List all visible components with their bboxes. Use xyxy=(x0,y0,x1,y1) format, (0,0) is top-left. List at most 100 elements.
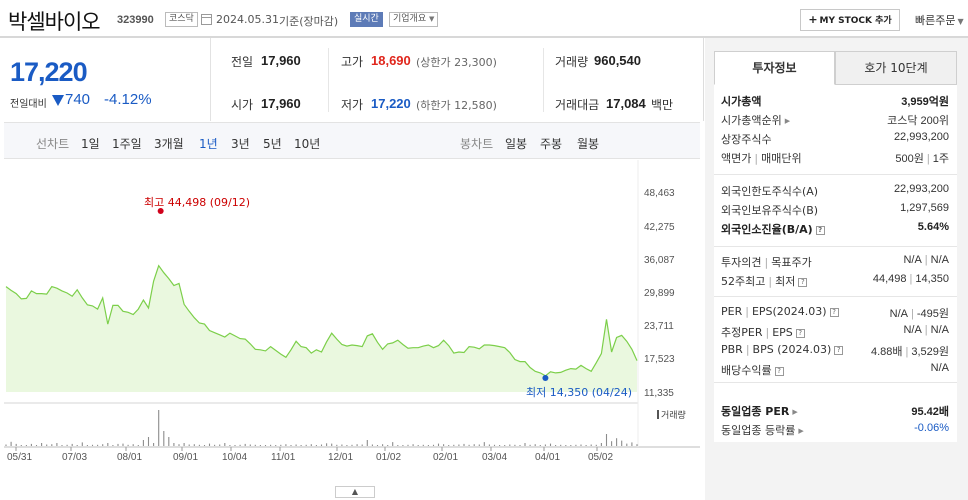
market-cap-value: 3,959억원 xyxy=(901,96,949,108)
low-annotation: 최저 14,350 (04/24) xyxy=(526,386,633,399)
low-label: 저가 xyxy=(341,98,364,112)
divider xyxy=(543,48,544,112)
week52-label: 52주최고 | 최저? xyxy=(721,273,808,289)
info-icon[interactable]: ? xyxy=(834,346,844,355)
collapse-chart-button[interactable]: ▲ xyxy=(335,486,375,498)
price-chart-svg xyxy=(4,160,700,451)
period-1y[interactable]: 1년 xyxy=(199,137,218,151)
period-3m[interactable]: 3개월 xyxy=(154,137,184,151)
x-tick: 12/01 xyxy=(328,452,354,463)
market-badge: 코스닥 xyxy=(165,12,198,27)
listed-shares-value: 22,993,200 xyxy=(893,131,949,143)
market-cap-rank-label: 시가총액순위 ▶ xyxy=(721,114,791,127)
face-value-value: 500원 | 1주 xyxy=(895,153,949,165)
high-value: 18,690 xyxy=(371,53,411,68)
period-3y[interactable]: 3년 xyxy=(231,137,250,151)
x-tick: 02/01 xyxy=(433,452,459,463)
company-name: 박셀바이오 xyxy=(8,10,101,34)
candle-weekly[interactable]: 주봉 xyxy=(540,137,563,151)
company-overview-dropdown[interactable]: 기업개요 ▼ xyxy=(389,12,439,27)
x-tick: 08/01 xyxy=(117,452,143,463)
volume-label: 거래량 xyxy=(555,55,589,69)
plus-icon: + xyxy=(808,13,818,26)
dividend-label: 배당수익률? xyxy=(721,362,784,378)
open-value: 17,960 xyxy=(261,96,301,111)
chevron-down-icon: ▼ xyxy=(957,17,964,26)
x-tick: 03/04 xyxy=(482,452,508,463)
period-5y[interactable]: 5년 xyxy=(263,137,282,151)
prev-close-value: 17,960 xyxy=(261,53,301,68)
x-tick: 05/02 xyxy=(588,452,614,463)
x-tick: 09/01 xyxy=(173,452,199,463)
per-eps-label: PER | EPS(2024.03)? xyxy=(721,305,839,318)
sector-change-label[interactable]: 동일업종 등락률 ▶ xyxy=(721,424,804,437)
upper-limit: (상한가 23,300) xyxy=(416,56,497,69)
opinion-value: N/A | N/A xyxy=(903,254,949,266)
est-per-eps-value: N/A | N/A xyxy=(903,324,949,336)
per-eps-value: N/A | -495원 xyxy=(889,308,949,320)
volume-value: 960,540 xyxy=(594,53,641,68)
foreign-limit-value: 22,993,200 xyxy=(893,183,949,195)
info-icon[interactable]: ? xyxy=(795,329,805,338)
period-1d[interactable]: 1일 xyxy=(81,137,100,151)
high-marker xyxy=(157,208,164,214)
realtime-button[interactable]: 실시간 xyxy=(350,12,383,27)
down-arrow-icon xyxy=(52,95,64,106)
candle-daily[interactable]: 일봉 xyxy=(505,137,528,151)
divider xyxy=(328,48,329,112)
panel-body: 시가총액 3,959억원 시가총액순위 ▶ 코스닥 200위 상장주식수 22,9… xyxy=(714,85,957,439)
x-tick: 07/03 xyxy=(62,452,88,463)
sector-per-label[interactable]: 동일업종 PER ▶ xyxy=(721,405,798,418)
candle-chart-label[interactable]: 봉차트 xyxy=(460,137,494,151)
quick-order-menu[interactable]: 빠른주문 ▼ xyxy=(915,12,964,28)
foreign-hold-value: 1,297,569 xyxy=(900,202,949,214)
period-10y[interactable]: 10년 xyxy=(294,137,321,151)
caret-right-icon: ▶ xyxy=(798,427,804,435)
info-icon[interactable]: ? xyxy=(815,226,825,235)
tab-investment-info[interactable]: 투자정보 xyxy=(714,51,835,85)
x-tick: 01/02 xyxy=(376,452,402,463)
add-mystock-button[interactable]: + MY STOCK 추가 xyxy=(800,9,900,31)
foreign-hold-label: 외국인보유주식수(B) xyxy=(721,204,819,217)
sector-section: 동일업종 PER ▶ 95.42배 동일업종 등락률 ▶ -0.06% xyxy=(714,398,957,442)
face-value-row: 액면가 | 매매단위 500원 | 1주 xyxy=(721,150,949,168)
market-cap-rank-value: 코스닥 200위 xyxy=(887,115,949,127)
trade-amount-unit: 백만 xyxy=(651,98,674,112)
high-annotation: 최고 44,498 (09/12) xyxy=(144,196,251,209)
current-price-box: 17,220 전일대비 740 -4.12% xyxy=(0,38,211,121)
foreign-ratio-label: 외국인소진율(B/A)? xyxy=(721,221,825,237)
y-tick: 29,899 xyxy=(644,288,675,299)
low-marker xyxy=(542,375,549,381)
line-chart-label[interactable]: 선차트 xyxy=(36,137,70,151)
foreign-section: 외국인한도주식수(A) 22,993,200 외국인보유주식수(B) 1,297… xyxy=(714,175,957,247)
week52-value: 44,498 | 14,350 xyxy=(872,273,949,285)
pbr-bps-label: PBR | BPS (2024.03)? xyxy=(721,343,844,356)
high-label: 고가 xyxy=(341,55,364,69)
company-overview-label: 기업개요 xyxy=(393,14,427,24)
trade-amount-label: 거래대금 xyxy=(555,98,600,112)
open-label: 시가 xyxy=(231,98,254,112)
stock-code: 323990 xyxy=(117,14,154,26)
x-tick: 04/01 xyxy=(535,452,561,463)
y-tick: 48,463 xyxy=(644,188,675,199)
x-tick: 10/04 xyxy=(222,452,248,463)
info-icon[interactable]: ? xyxy=(798,278,808,287)
foreign-ratio-value: 5.64% xyxy=(917,221,949,233)
week52-row: 52주최고 | 최저? 44,498 | 14,350 xyxy=(721,273,949,291)
foreign-ratio-row: 외국인소진율(B/A)? 5.64% xyxy=(721,221,949,239)
caret-right-icon: ▶ xyxy=(792,408,798,416)
opinion-section: 투자의견 | 목표주가 N/A | N/A 52주최고 | 최저? 44,498 | 14,35… xyxy=(714,247,957,297)
info-icon[interactable]: ? xyxy=(774,367,784,376)
tab-orderbook-10[interactable]: 호가 10단계 xyxy=(835,51,957,85)
trade-amount-value: 17,084 xyxy=(606,96,646,111)
sector-per-row: 동일업종 PER ▶ 95.42배 xyxy=(721,403,949,421)
sector-per-value: 95.42배 xyxy=(911,406,949,418)
chevron-up-icon: ▲ xyxy=(351,487,359,496)
diff-label: 전일대비 xyxy=(10,99,47,110)
period-1w[interactable]: 1주일 xyxy=(112,137,142,151)
candle-monthly[interactable]: 월봉 xyxy=(577,137,600,151)
add-mystock-label: MY STOCK 추가 xyxy=(819,16,892,26)
x-tick: 11/01 xyxy=(271,452,296,463)
info-icon[interactable]: ? xyxy=(829,308,839,317)
y-tick: 42,275 xyxy=(644,222,675,233)
